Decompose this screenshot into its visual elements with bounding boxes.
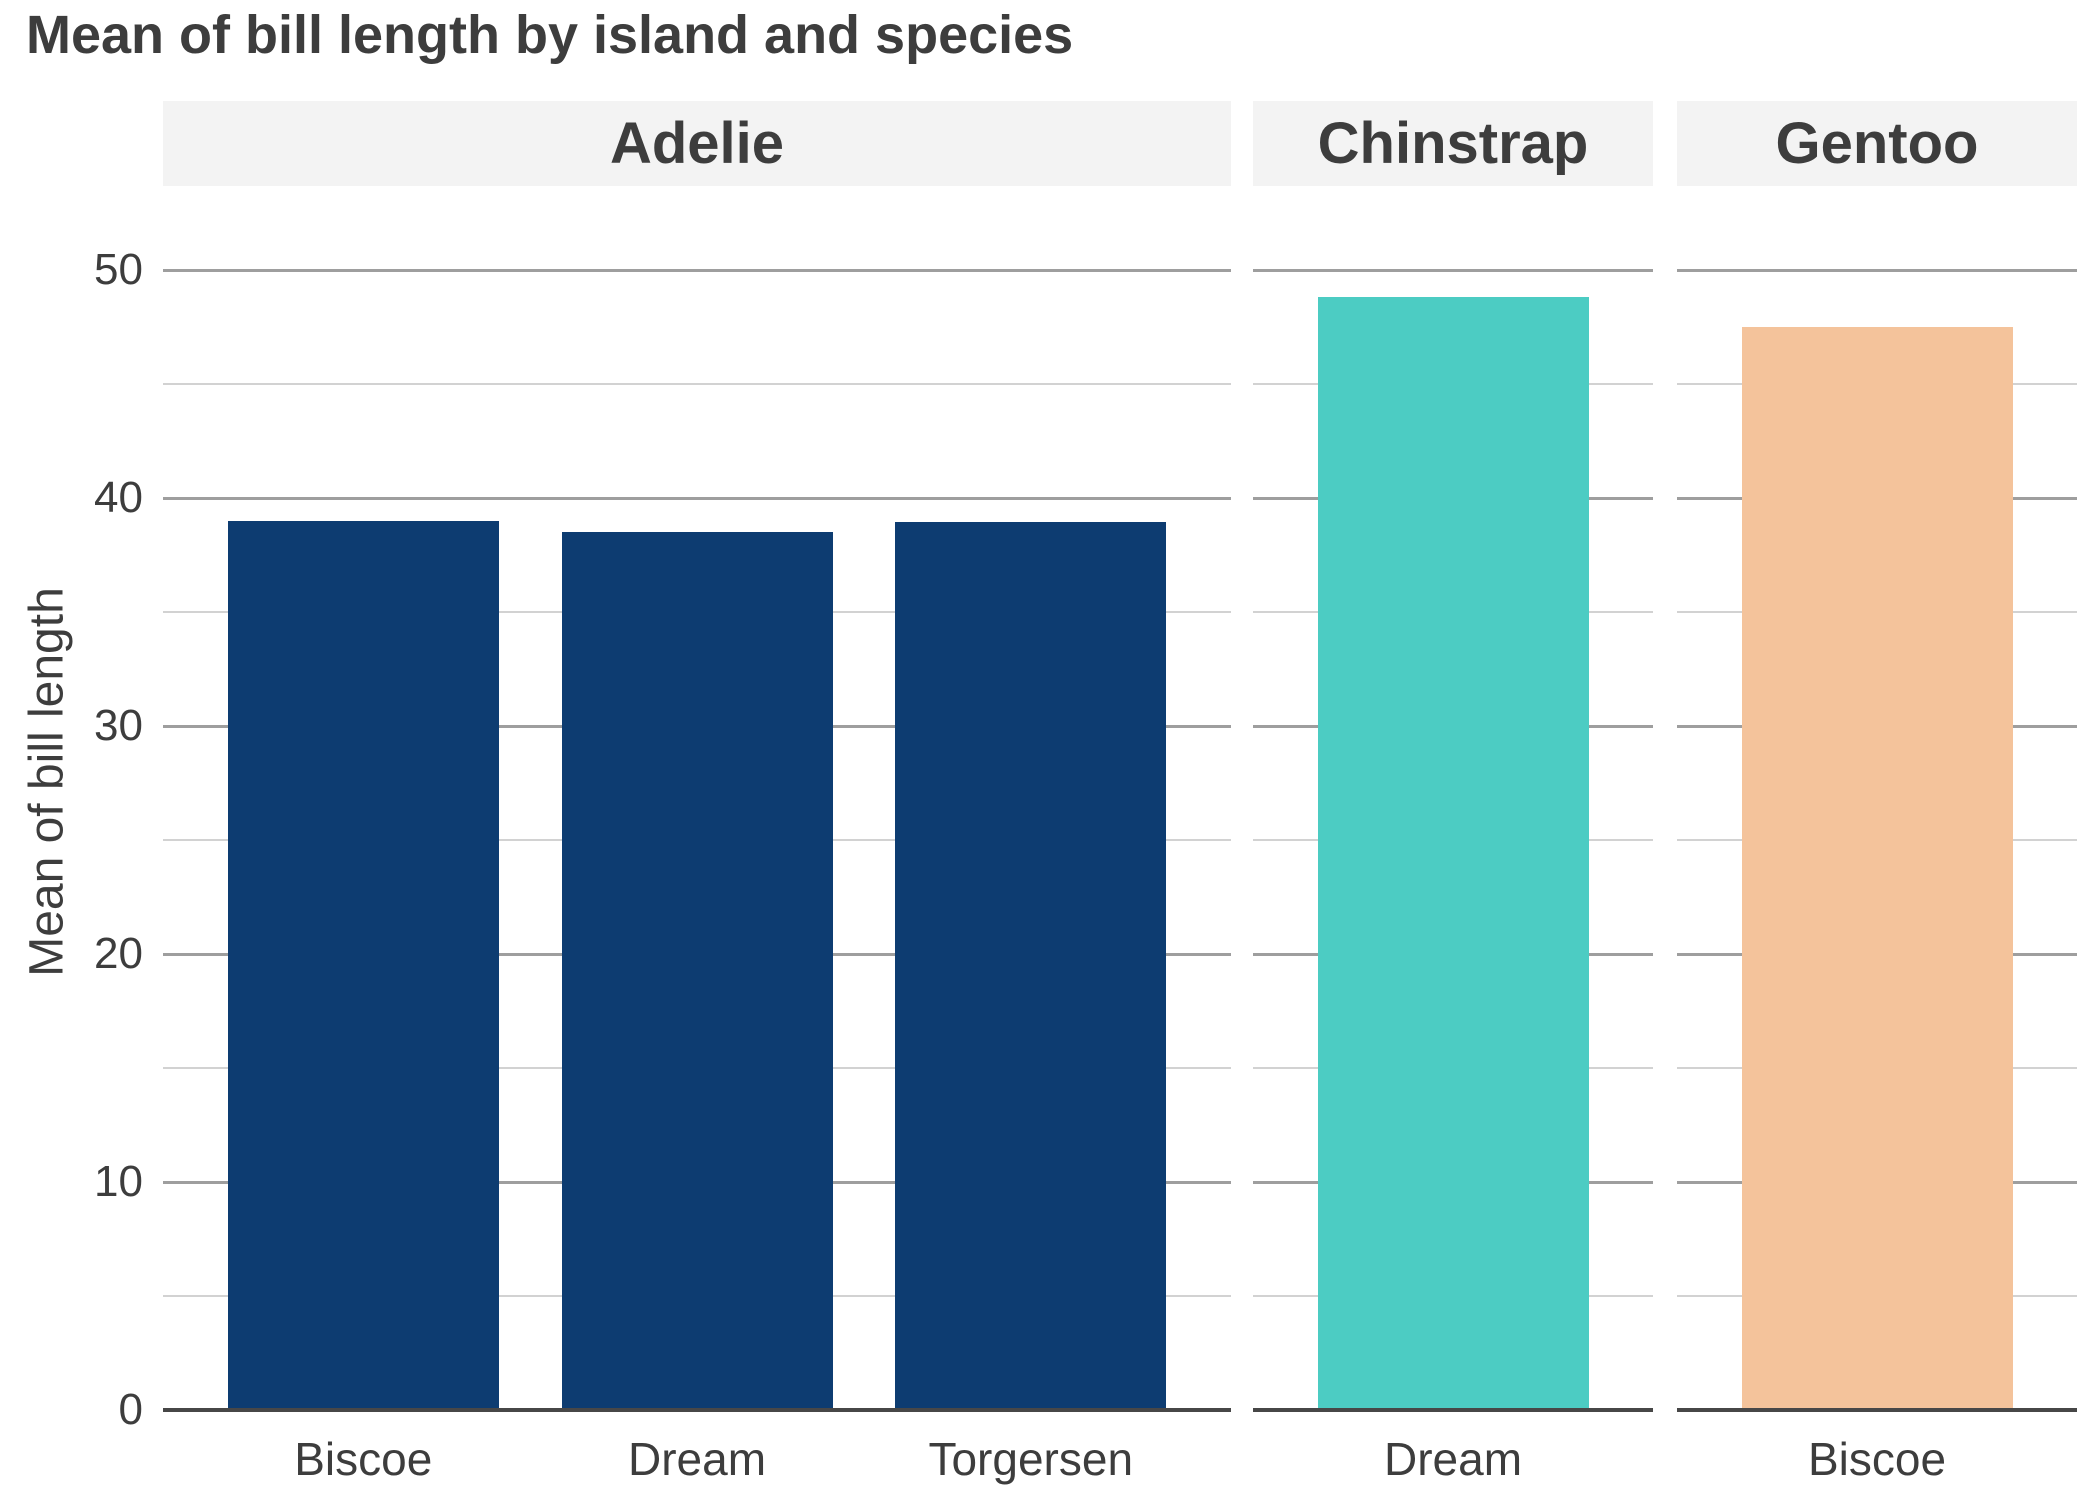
facet-panel-adelie: Biscoe Dream Torgersen: [163, 186, 1231, 1485]
x-tick-label-gentoo-biscoe: Biscoe: [1807, 1433, 1947, 1485]
bar-adelie-torgersen: [895, 522, 1166, 1410]
y-tick-label-40: 40: [94, 473, 143, 522]
facet-strip-label-gentoo: Gentoo: [1775, 111, 1979, 176]
y-tick-label-10: 10: [94, 1157, 143, 1206]
gridline-major-40: [163, 496, 1231, 500]
facet-panel-gentoo: Biscoe: [1677, 186, 2077, 1485]
gridline-minor-45: [163, 383, 1231, 385]
bar-adelie-biscoe: [228, 521, 499, 1410]
facet-panel-chinstrap: Dream: [1253, 186, 1653, 1485]
gridline-major-50: [163, 268, 1231, 272]
x-axis-line-adelie: [163, 1408, 1231, 1412]
x-tick-label-adelie-biscoe: Biscoe: [294, 1433, 433, 1485]
y-tick-label-50: 50: [94, 245, 143, 294]
facet-strip-label-adelie: Adelie: [609, 111, 785, 176]
gridline-major-50: [1677, 268, 2077, 272]
y-tick-label-30: 30: [94, 701, 143, 750]
facet-strip-gentoo: Gentoo: [1677, 101, 2077, 186]
y-axis-title: Mean of bill length: [20, 587, 74, 977]
bar-gentoo-biscoe: [1742, 327, 2013, 1410]
y-tick-label-0: 0: [118, 1385, 143, 1434]
y-tick-label-20: 20: [94, 929, 143, 978]
x-tick-label-chinstrap-dream: Dream: [1383, 1433, 1523, 1485]
gridline-major-50: [1253, 268, 1653, 272]
bar-adelie-dream: [562, 532, 833, 1410]
bar-chinstrap-dream: [1318, 297, 1589, 1410]
x-tick-label-adelie-torgersen: Torgersen: [928, 1433, 1134, 1485]
facet-strip-chinstrap: Chinstrap: [1253, 101, 1653, 186]
x-axis-line-chinstrap: [1253, 1408, 1653, 1412]
chart-title: Mean of bill length by island and specie…: [26, 5, 1074, 65]
x-axis-line-gentoo: [1677, 1408, 2077, 1412]
x-tick-label-adelie-dream: Dream: [627, 1433, 767, 1485]
facet-strip-label-chinstrap: Chinstrap: [1317, 111, 1589, 176]
facet-strip-adelie: Adelie: [163, 101, 1231, 186]
